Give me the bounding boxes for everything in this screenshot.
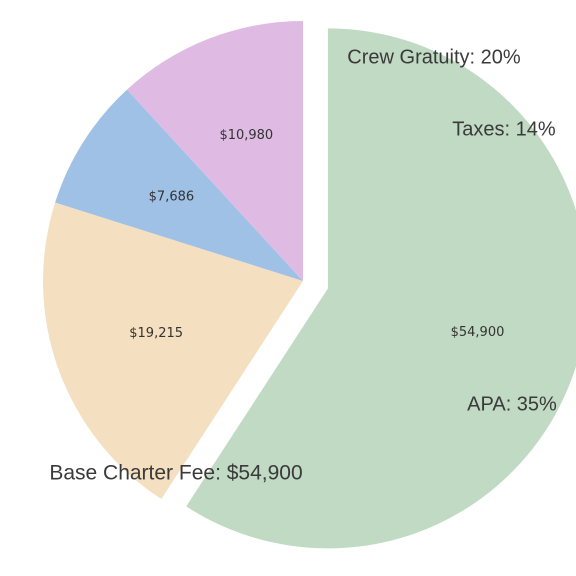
pie-slice-base-charter-fee	[186, 28, 576, 549]
slices-layer	[42, 21, 576, 549]
pie-slice-taxes	[55, 89, 303, 281]
category-label-taxes: Taxes: 14%	[452, 118, 556, 140]
category-label-crew-gratuity: Crew Gratuity: 20%	[347, 46, 521, 68]
value-label-crew-gratuity: $10,980	[219, 128, 273, 143]
category-label-base-charter-fee: Base Charter Fee: $54,900	[49, 462, 302, 485]
pie-slice-crew-gratuity	[127, 21, 303, 281]
value-label-apa: $19,215	[129, 326, 183, 341]
pie-slice-apa	[42, 202, 303, 500]
category-label-apa: APA: 35%	[467, 393, 557, 415]
value-labels-layer: $54,900 $19,215 $7,686 $10,980	[129, 128, 504, 341]
value-label-taxes: $7,686	[149, 190, 195, 205]
outer-labels-layer: Base Charter Fee: $54,900 APA: 35% Taxes: …	[49, 46, 557, 484]
value-label-base-charter-fee: $54,900	[451, 325, 505, 340]
